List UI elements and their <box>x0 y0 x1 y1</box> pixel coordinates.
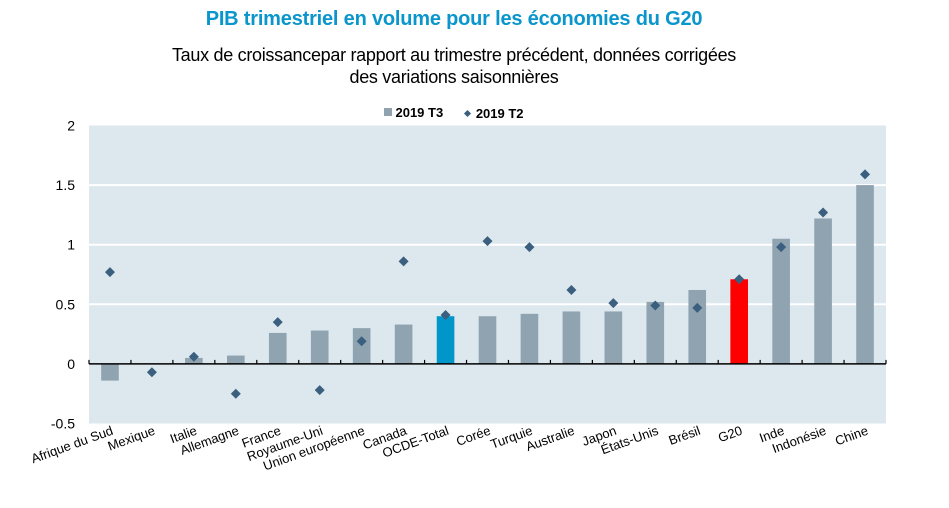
y-tick-label: 1 <box>67 237 75 253</box>
diamond-marker <box>566 284 577 295</box>
diamond-marker <box>440 310 451 321</box>
legend-item-t3: 2019 T3 <box>384 105 443 120</box>
bar <box>310 330 329 364</box>
y-tick-label: 1.5 <box>56 177 76 193</box>
x-tick-label: Chine <box>833 423 870 449</box>
subtitle-line-2: des variations saisonnières <box>349 67 559 87</box>
chart-title: PIB trimestriel en volume pour les écono… <box>205 8 703 30</box>
y-tick-label: 0 <box>67 356 75 372</box>
legend-label-t2: 2019 T2 <box>475 106 524 121</box>
subtitle-line-1: Taux de croissancepar rapport au trimest… <box>171 45 737 65</box>
bar <box>394 324 413 364</box>
markers-series-t2 <box>104 169 871 399</box>
bar <box>227 355 245 364</box>
bar <box>562 311 581 364</box>
legend-item-t2: 2019 T2 <box>463 106 524 121</box>
diamond-marker <box>272 317 283 328</box>
diamond-marker <box>650 300 661 311</box>
y-tick-label: -0.5 <box>51 416 75 432</box>
diamond-marker <box>356 336 367 347</box>
diamond-marker <box>230 388 241 399</box>
diamond-marker <box>314 385 325 396</box>
chart-subtitle: Taux de croissancepar rapport au trimest… <box>0 44 908 88</box>
bar <box>520 313 539 364</box>
y-axis-ticks: 2 1.5 1 0.5 0 -0.5 <box>51 118 75 432</box>
x-tick-label: Corée <box>454 423 492 449</box>
x-tick-label: G20 <box>716 423 744 446</box>
diamond-marker <box>608 298 619 309</box>
x-tick-label: Australie <box>524 423 577 454</box>
diamond-marker <box>482 236 493 247</box>
bar <box>268 332 287 364</box>
legend-square-icon <box>384 108 393 116</box>
diamond-marker <box>104 267 115 278</box>
bar <box>478 316 497 364</box>
diamond-marker <box>188 351 199 362</box>
x-tick-label: Mexique <box>106 423 157 454</box>
diamond-marker <box>146 367 157 378</box>
plot-area <box>89 125 886 424</box>
bar <box>730 279 748 364</box>
bar <box>814 218 832 364</box>
diamond-marker <box>524 242 535 253</box>
bar <box>646 301 665 364</box>
diamond-marker <box>776 242 787 253</box>
legend-label-t3: 2019 T3 <box>395 104 444 120</box>
y-tick-label: 0.5 <box>56 296 76 312</box>
diamond-marker <box>734 274 745 285</box>
diamond-marker <box>860 169 871 180</box>
y-tick-label: 2 <box>67 118 75 134</box>
bar <box>772 238 790 364</box>
bar <box>856 185 874 364</box>
diamond-marker <box>692 302 703 313</box>
bar <box>688 289 707 364</box>
x-axis <box>88 359 887 365</box>
bar <box>101 363 119 381</box>
bar <box>436 316 455 364</box>
diamond-marker <box>818 207 829 218</box>
bar <box>604 311 623 364</box>
legend: 2019 T3 2019 T2 <box>0 104 908 121</box>
diamond-marker <box>398 256 409 267</box>
x-tick-label: Brésil <box>667 423 703 448</box>
